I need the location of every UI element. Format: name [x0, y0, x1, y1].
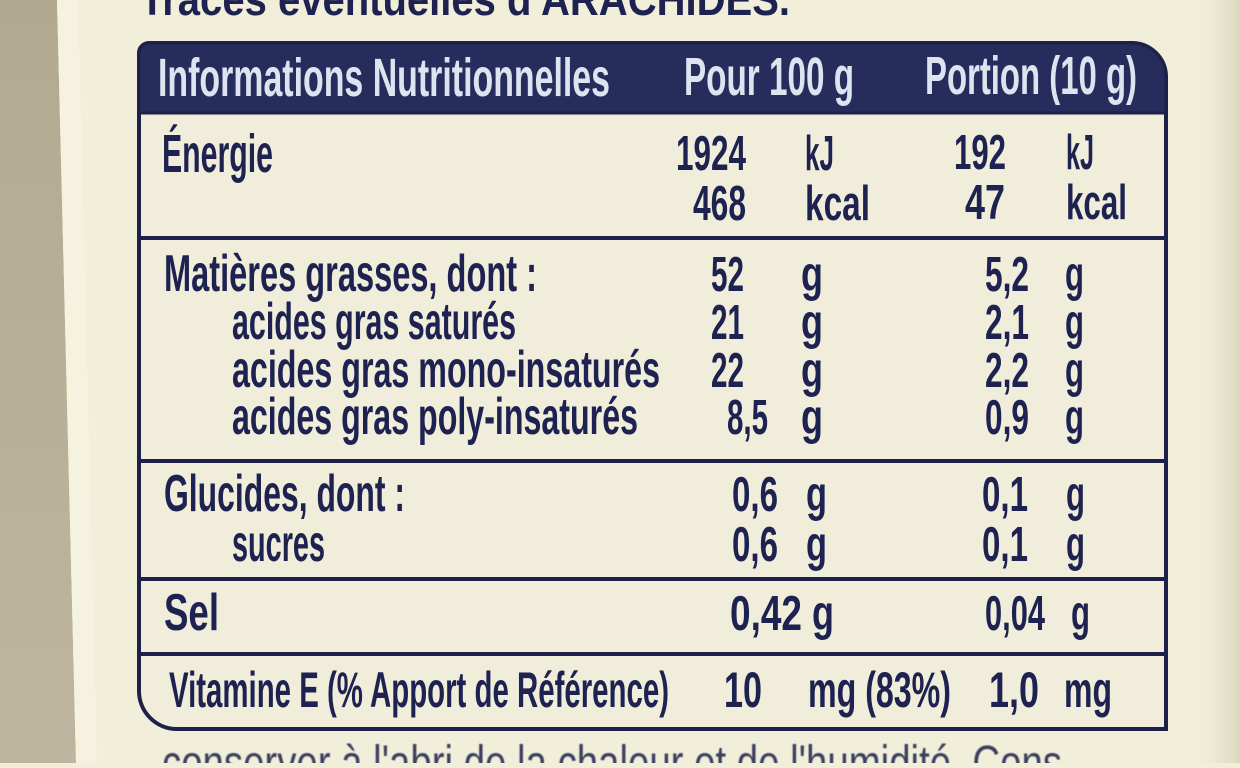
- svg-text:0,6: 0,6: [732, 468, 778, 522]
- svg-text:kJ: kJ: [805, 127, 834, 181]
- svg-text:g: g: [1065, 344, 1084, 398]
- svg-text:21: 21: [711, 296, 744, 350]
- svg-text:g: g: [806, 518, 827, 572]
- svg-text:g: g: [801, 248, 823, 302]
- svg-text:Pour 100 g: Pour 100 g: [684, 47, 854, 107]
- svg-text:Vitamine E (% Apport de Référe: Vitamine E (% Apport de Référence): [169, 662, 669, 718]
- svg-text:Énergie: Énergie: [162, 124, 273, 184]
- svg-text:Portion (10 g): Portion (10 g): [925, 46, 1137, 106]
- svg-text:g: g: [1065, 248, 1084, 302]
- svg-text:g: g: [801, 344, 823, 398]
- svg-text:kcal: kcal: [805, 177, 870, 231]
- svg-text:Matières grasses, dont :: Matières grasses, dont :: [164, 245, 537, 303]
- svg-text:acides gras poly-insaturés: acides gras poly-insaturés: [232, 388, 638, 446]
- svg-text:0,6: 0,6: [732, 518, 778, 572]
- svg-text:0,1: 0,1: [982, 468, 1028, 522]
- svg-text:g: g: [1071, 587, 1090, 641]
- svg-text:Traces éventuelles d'ARACHIDES: Traces éventuelles d'ARACHIDES.: [140, 0, 790, 25]
- svg-text:kcal: kcal: [1066, 176, 1127, 230]
- svg-text:Informations Nutritionnelles: Informations Nutritionnelles: [158, 48, 610, 108]
- svg-text:g: g: [1065, 296, 1084, 350]
- svg-text:Sel: Sel: [164, 584, 219, 642]
- svg-text:2,2: 2,2: [985, 344, 1029, 398]
- svg-text:5,2: 5,2: [985, 248, 1029, 302]
- svg-text:sucres: sucres: [232, 515, 325, 573]
- svg-text:mg (83%): mg (83%): [808, 662, 951, 718]
- svg-text:1,0: 1,0: [989, 662, 1039, 718]
- svg-text:0,1: 0,1: [982, 518, 1028, 572]
- svg-text:g: g: [801, 391, 823, 445]
- svg-text:2,1: 2,1: [985, 296, 1029, 350]
- svg-text:22: 22: [711, 344, 744, 398]
- svg-text:52: 52: [711, 248, 744, 302]
- svg-text:acides gras mono-insaturés: acides gras mono-insaturés: [232, 341, 660, 399]
- svg-text:1924: 1924: [676, 127, 746, 181]
- svg-text:0,9: 0,9: [985, 391, 1029, 445]
- svg-text:0,42: 0,42: [730, 587, 802, 641]
- svg-text:g: g: [801, 296, 823, 350]
- svg-text:mg: mg: [1064, 662, 1112, 718]
- svg-text:kJ: kJ: [1066, 126, 1094, 180]
- svg-text:acides gras saturés: acides gras saturés: [232, 293, 516, 351]
- svg-text:g: g: [1066, 518, 1085, 572]
- svg-text:8,5: 8,5: [727, 391, 768, 445]
- svg-text:10: 10: [724, 662, 762, 718]
- svg-text:0,04: 0,04: [985, 587, 1045, 641]
- svg-text:47: 47: [965, 176, 1005, 230]
- svg-text:g: g: [1066, 468, 1085, 522]
- svg-text:g: g: [1065, 391, 1084, 445]
- svg-text:g: g: [812, 587, 834, 641]
- svg-text:Glucides, dont :: Glucides, dont :: [164, 465, 405, 523]
- svg-text:192: 192: [954, 126, 1006, 180]
- svg-text:conserver à l'abri de la chale: conserver à l'abri de la chaleur et de l…: [162, 737, 1062, 763]
- svg-text:g: g: [806, 468, 827, 522]
- svg-text:468: 468: [693, 177, 746, 231]
